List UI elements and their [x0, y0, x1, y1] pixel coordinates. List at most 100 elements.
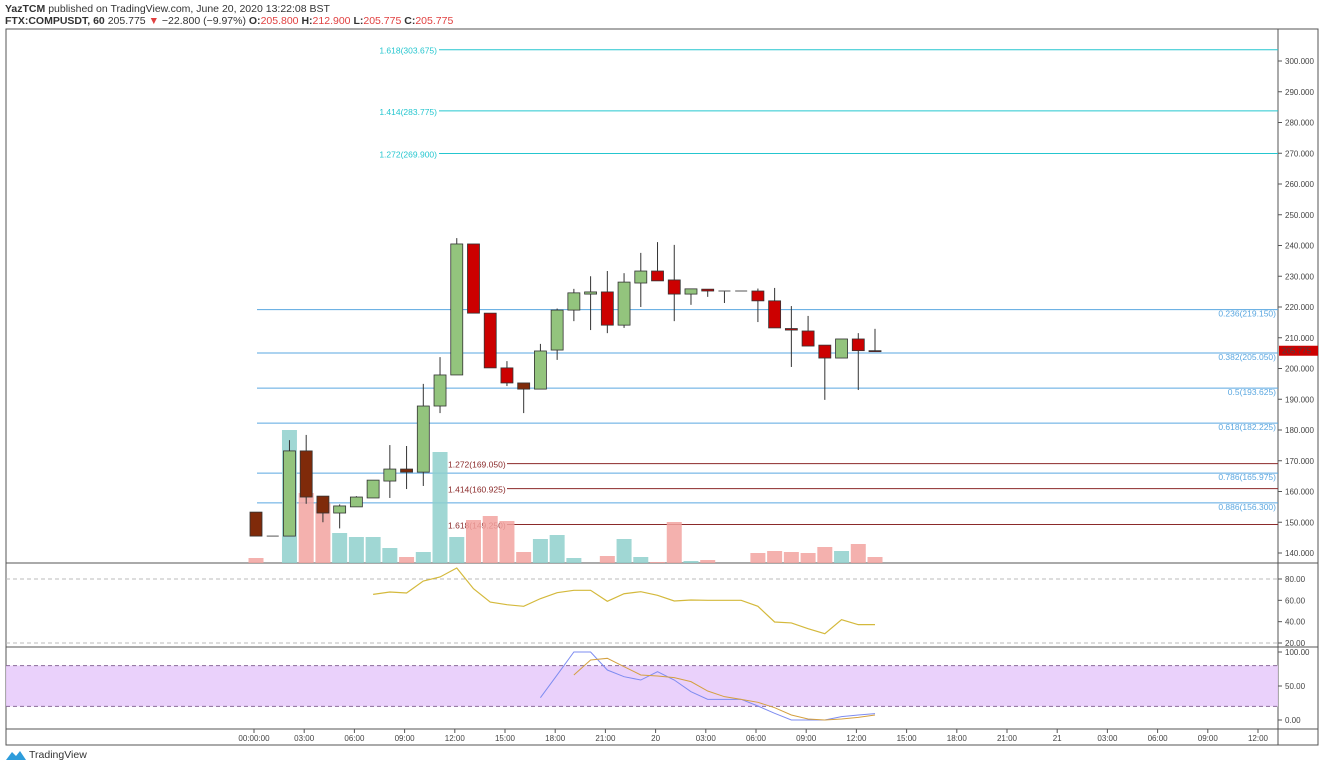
candle-body: [366, 479, 380, 499]
rsi-tick-label: 20.00: [1285, 639, 1306, 648]
volume-bar: [298, 493, 314, 563]
candle-body: [483, 312, 497, 369]
stoch-tick-label: 0.00: [1285, 716, 1301, 725]
candle-body: [249, 511, 263, 537]
fib-extension-label: 1.272(169.050): [448, 460, 506, 470]
volume-bar: [599, 556, 615, 563]
volume-bar: [566, 558, 582, 563]
time-tick-label: 18:00: [947, 734, 968, 743]
price-tick-label: 170.000: [1285, 457, 1314, 466]
symbol-title: FTX:COMPUSDT, 60: [5, 15, 105, 27]
high-label: H:: [301, 15, 313, 27]
volume-bar: [683, 561, 699, 563]
price-change: −22.800 (−9.97%): [161, 15, 246, 27]
low-label: L:: [353, 15, 364, 27]
fib-retracement-label: 0.236(219.150): [1218, 309, 1276, 319]
price-tick-label: 270.000: [1285, 149, 1314, 158]
candle-body: [768, 300, 782, 329]
last-price-badge: [1279, 345, 1318, 356]
candle-body: [818, 344, 832, 359]
price-tick-label: 230.000: [1285, 272, 1314, 281]
candle-body: [634, 270, 648, 284]
time-tick-label: 06:00: [746, 734, 767, 743]
tradingview-logo[interactable]: TradingView: [6, 749, 87, 761]
volume-bar: [783, 552, 799, 563]
publish-info: YazTCM published on TradingView.com, Jun…: [5, 3, 330, 15]
price-tick-label: 190.000: [1285, 395, 1314, 404]
candle-body: [416, 405, 430, 473]
time-tick-label: 06:00: [1148, 734, 1169, 743]
volume-bar: [650, 562, 666, 563]
volume-bar: [516, 552, 532, 563]
time-tick-label: 03:00: [294, 734, 315, 743]
candle-body: [868, 350, 882, 353]
volume-bar: [348, 537, 364, 563]
fib-retracement-label: 0.382(205.050): [1218, 352, 1276, 362]
time-tick-label: 15:00: [897, 734, 918, 743]
fib-extension-label: 1.618(303.675): [379, 46, 437, 56]
stoch-tick-label: 50.00: [1285, 682, 1306, 691]
high-value: 212.900: [312, 15, 351, 27]
rsi-tick-label: 60.00: [1285, 596, 1306, 605]
candle-body: [349, 496, 363, 508]
rsi-tick-label: 80.00: [1285, 575, 1306, 584]
candle-body: [600, 291, 614, 326]
time-tick-label: 06:00: [344, 734, 365, 743]
volume-bar: [750, 553, 766, 563]
volume-bar: [549, 535, 565, 563]
tradingview-logo-icon: [6, 751, 26, 760]
price-tick-label: 220.000: [1285, 303, 1314, 312]
candle-body: [617, 281, 631, 326]
brand-name: TradingView: [29, 749, 87, 761]
candle-body: [433, 374, 447, 407]
volume-bar: [482, 516, 498, 563]
price-tick-label: 210.000: [1285, 334, 1314, 343]
time-tick-label: 09:00: [796, 734, 817, 743]
time-tick-label: 12:00: [846, 734, 867, 743]
volume-bar: [432, 452, 448, 563]
time-tick-label: 00:00:00: [238, 734, 270, 743]
volume-bar: [666, 522, 682, 563]
candle-body: [333, 505, 347, 514]
time-tick-label: 21:00: [997, 734, 1018, 743]
volume-bar: [365, 537, 381, 563]
candle-body: [550, 309, 564, 351]
candle-body: [801, 330, 815, 347]
volume-bar: [415, 552, 431, 563]
volume-bar: [633, 557, 649, 563]
candle-body: [383, 468, 397, 482]
price-tick-label: 180.000: [1285, 426, 1314, 435]
volume-bar: [499, 521, 515, 563]
volume-bar: [315, 503, 331, 563]
volume-bar: [817, 547, 833, 563]
candle-body: [651, 270, 664, 282]
candle-body: [534, 350, 547, 390]
author-name[interactable]: YazTCM: [5, 3, 46, 15]
volume-bar: [850, 544, 866, 563]
candle-body: [584, 291, 597, 295]
volume-bar: [867, 557, 883, 563]
candle-body: [316, 495, 330, 514]
close-value: 205.775: [415, 15, 454, 27]
time-tick-label: 12:00: [445, 734, 466, 743]
price-tick-label: 250.000: [1285, 211, 1314, 220]
chart-frame: [5, 28, 1319, 746]
time-tick-label: 12:00: [1248, 734, 1269, 743]
volume-bar: [767, 551, 783, 563]
rsi-line: [373, 567, 876, 635]
down-arrow-icon: ▼: [148, 15, 159, 27]
candle-body: [684, 288, 698, 295]
price-tick-label: 290.000: [1285, 88, 1314, 97]
price-tick-label: 140.000: [1285, 549, 1314, 558]
volume-bar: [465, 520, 481, 563]
candle-body: [467, 243, 480, 314]
price-tick-label: 280.000: [1285, 119, 1314, 128]
publish-text: published on TradingView.com, June 20, 2…: [48, 3, 330, 15]
price-tick-label: 200.000: [1285, 365, 1314, 374]
fib-extension-label: 1.414(283.775): [379, 107, 437, 117]
stoch-d-line: [573, 657, 876, 721]
price-tick-label: 160.000: [1285, 488, 1314, 497]
volume-bar: [834, 551, 850, 563]
rsi-tick-label: 40.00: [1285, 618, 1306, 627]
